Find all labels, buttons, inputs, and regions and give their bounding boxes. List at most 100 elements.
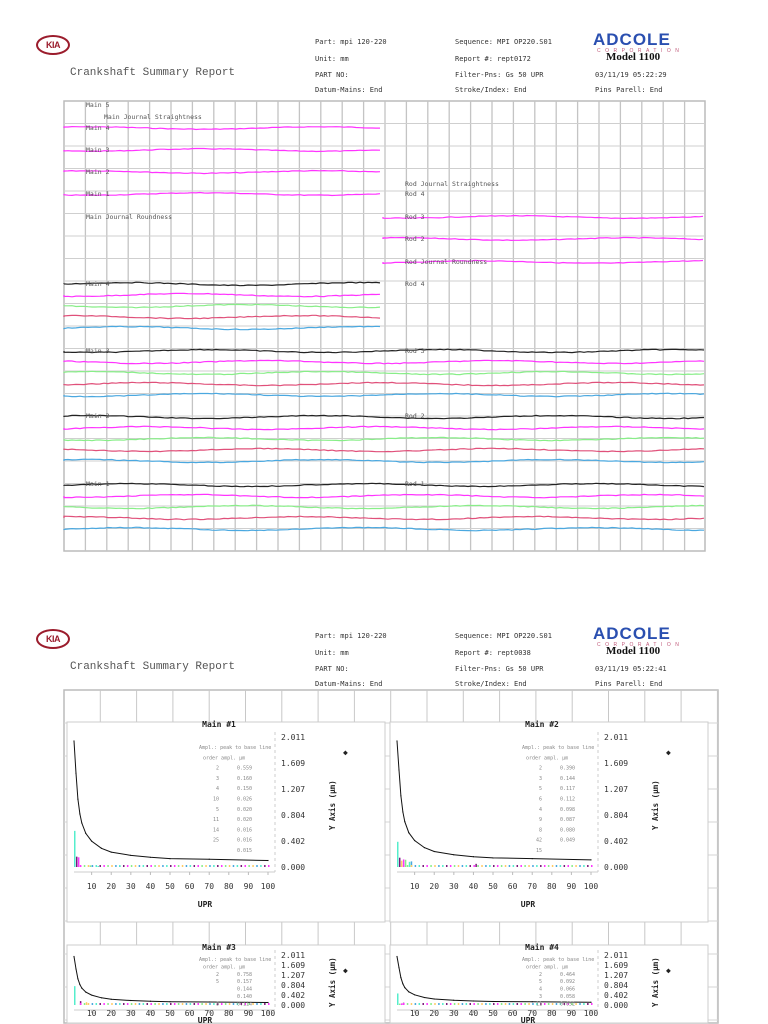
amplitude-bar	[232, 1003, 235, 1005]
chart-panel-3: Main #3 10 20 30 40 50 60 70 80 90 100 2.0111.6091.…	[66, 942, 386, 1024]
amplitude-bar	[224, 1003, 227, 1005]
amplitude-bar	[264, 1003, 266, 1005]
amplitude-bar	[496, 865, 499, 867]
curve-point	[396, 955, 398, 958]
amplitude-bar	[228, 865, 231, 867]
amplitude-bar	[559, 1003, 562, 1005]
trace-line	[63, 515, 705, 521]
y-tick-label: 0.000	[281, 863, 305, 872]
amplitude-bar	[430, 1003, 432, 1005]
amplitude-bar	[397, 993, 399, 1005]
amplitude-bar	[264, 865, 266, 867]
x-tick-label: 50	[488, 1009, 498, 1018]
trace-line	[63, 493, 705, 499]
amplitude-bar	[228, 1003, 231, 1005]
x-axis-title: UPR	[198, 900, 213, 909]
curve-point	[77, 798, 79, 800]
chart-title: Main #1	[202, 719, 236, 729]
amplitude-bar	[224, 865, 227, 867]
y-tick-label: 0.402	[604, 837, 628, 846]
amplitude-bar	[91, 1003, 94, 1005]
amplitude-bar	[551, 865, 554, 867]
amplitude-bar	[571, 865, 573, 867]
amplitude-bar	[138, 865, 141, 867]
amplitude-bar	[397, 841, 399, 867]
curve-point	[81, 822, 83, 824]
amplitude-bar	[536, 1003, 538, 1005]
curve-point	[149, 856, 152, 858]
x-tick-label: 60	[185, 1009, 195, 1018]
legend-header: Ampl.: peak to base line	[199, 957, 271, 963]
curve-point	[267, 1001, 269, 1004]
x-tick-label: 40	[469, 882, 479, 891]
part-no-field: PART NO:	[315, 665, 349, 673]
chart-panel-frame	[66, 721, 386, 923]
legend-amplitude: 0.052	[560, 1001, 575, 1007]
amplitude-bar	[122, 865, 125, 867]
legend-marker-icon: ◆	[666, 966, 671, 975]
amplitude-bar	[77, 857, 80, 867]
amplitude-bar	[213, 865, 215, 867]
amplitude-bar	[146, 1003, 149, 1005]
curve-point	[423, 847, 426, 849]
amplitude-bar	[170, 1003, 172, 1005]
legend-order: 6	[539, 797, 542, 803]
amplitude-bar	[398, 857, 401, 867]
amplitude-bar	[536, 865, 538, 867]
legend-columns: order ampl. µm	[203, 964, 245, 970]
report-title: Crankshaft Summary Report	[70, 661, 236, 673]
amplitude-bar	[256, 1003, 258, 1005]
curve-point	[110, 851, 112, 853]
x-tick-label: 60	[508, 882, 518, 891]
curve-point	[110, 998, 112, 1000]
amplitude-bar	[217, 1003, 219, 1005]
legend-order: 25	[213, 838, 219, 844]
trace-line	[63, 147, 381, 153]
x-tick-label: 80	[224, 1009, 234, 1018]
amplitude-bar	[418, 1003, 421, 1005]
x-tick-label: 10	[87, 882, 97, 891]
amplitude-bar	[173, 1003, 176, 1005]
amplitude-bar	[559, 865, 562, 867]
datetime-field: 03/11/19 05:22:29	[595, 71, 667, 79]
legend-amplitude: 0.049	[560, 838, 575, 844]
curve-point	[402, 811, 404, 813]
trace-line	[63, 292, 381, 298]
legend-amplitude: 0.117	[560, 786, 575, 792]
amplitude-bar	[232, 865, 235, 867]
amplitude-bar	[177, 1003, 180, 1005]
x-tick-label: 50	[165, 882, 175, 891]
x-axis-title: UPR	[198, 1016, 213, 1024]
amplitude-bar	[115, 1003, 117, 1005]
amplitude-bar	[563, 1003, 566, 1005]
amplitude-bar	[469, 865, 472, 867]
amplitude-bar	[422, 1003, 424, 1005]
amplitude-bar	[244, 865, 246, 867]
amplitude-bar	[520, 865, 522, 867]
amplitude-bar	[449, 1003, 452, 1005]
amplitude-bar	[181, 1003, 184, 1005]
left-trace-label: Main Journal Straightness	[104, 113, 202, 121]
legend-columns: order ampl. µm	[526, 755, 568, 761]
amplitude-bar	[532, 865, 534, 867]
amplitude-bar	[158, 1003, 160, 1005]
y-axis-title: Y Axis (µm)	[328, 957, 337, 1007]
legend-amplitude: 0.058	[560, 994, 575, 1000]
amplitude-bar	[402, 859, 405, 867]
legend-amplitude: 0.015	[237, 848, 252, 854]
amplitude-bar	[209, 1003, 211, 1005]
part-field: Part: mpi 120-220	[315, 632, 387, 640]
curve-point	[400, 977, 402, 979]
amplitude-bar	[438, 1003, 440, 1005]
amplitude-bar	[579, 865, 581, 867]
y-tick-label: 0.804	[604, 981, 628, 990]
amplitude-bar	[130, 865, 133, 867]
legend-order: 5	[216, 807, 219, 813]
amplitude-bar	[74, 986, 76, 1005]
x-tick-label: 20	[429, 882, 439, 891]
y-tick-label: 0.804	[281, 981, 305, 990]
x-tick-label: 40	[146, 1009, 156, 1018]
amplitude-bar	[154, 865, 156, 867]
legend-amplitude: 0.140	[237, 994, 252, 1000]
amplitude-bar	[193, 865, 196, 867]
